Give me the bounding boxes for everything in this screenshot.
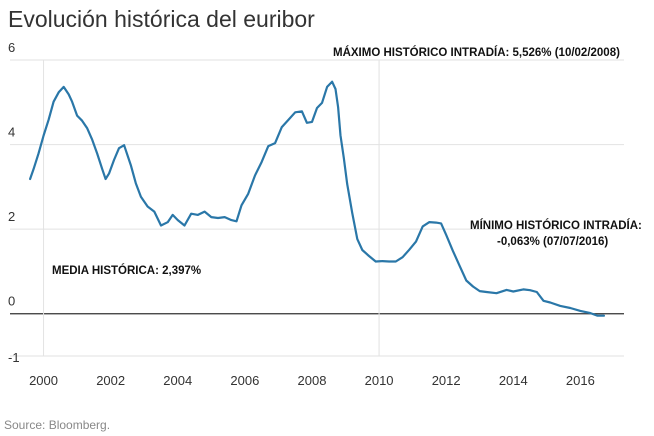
x-tick-label-0: 2000: [29, 373, 58, 388]
x-tick-label-2: 2004: [163, 373, 192, 388]
annotation-max: MÁXIMO HISTÓRICO INTRADÍA: 5,526% (10/02…: [333, 46, 620, 59]
y-tick-label-3: 0: [8, 294, 15, 309]
y-tick-label-1: 4: [8, 125, 15, 140]
y-tick-label-2: 2: [8, 209, 15, 224]
source-note: Source: Bloomberg.: [4, 418, 111, 432]
tick-layer: 6 4 2 0 -1 2000 2002 2004 2006 2008 2010 2012 2014 20…: [8, 40, 595, 388]
annotation-mean: MEDIA HISTÓRICA: 2,397%: [52, 264, 201, 277]
x-tick-label-5: 2010: [365, 373, 394, 388]
y-tick-label-4: -1: [8, 350, 20, 365]
x-tick-label-1: 2002: [96, 373, 125, 388]
series-line-euribor: [29, 80, 605, 317]
annotation-min-line1: MÍNIMO HISTÓRICO INTRADÍA:: [470, 219, 642, 232]
x-tick-label-6: 2012: [432, 373, 461, 388]
annotation-min-line2: -0,063% (07/07/2016): [497, 236, 608, 248]
x-tick-label-8: 2016: [566, 373, 595, 388]
x-tick-label-7: 2014: [499, 373, 528, 388]
x-tick-label-4: 2008: [298, 373, 327, 388]
x-tick-label-3: 2006: [230, 373, 259, 388]
grid-layer: [10, 59, 624, 357]
chart-title: Evolución histórica del euribor: [8, 6, 315, 32]
y-tick-label-0: 6: [8, 40, 15, 55]
